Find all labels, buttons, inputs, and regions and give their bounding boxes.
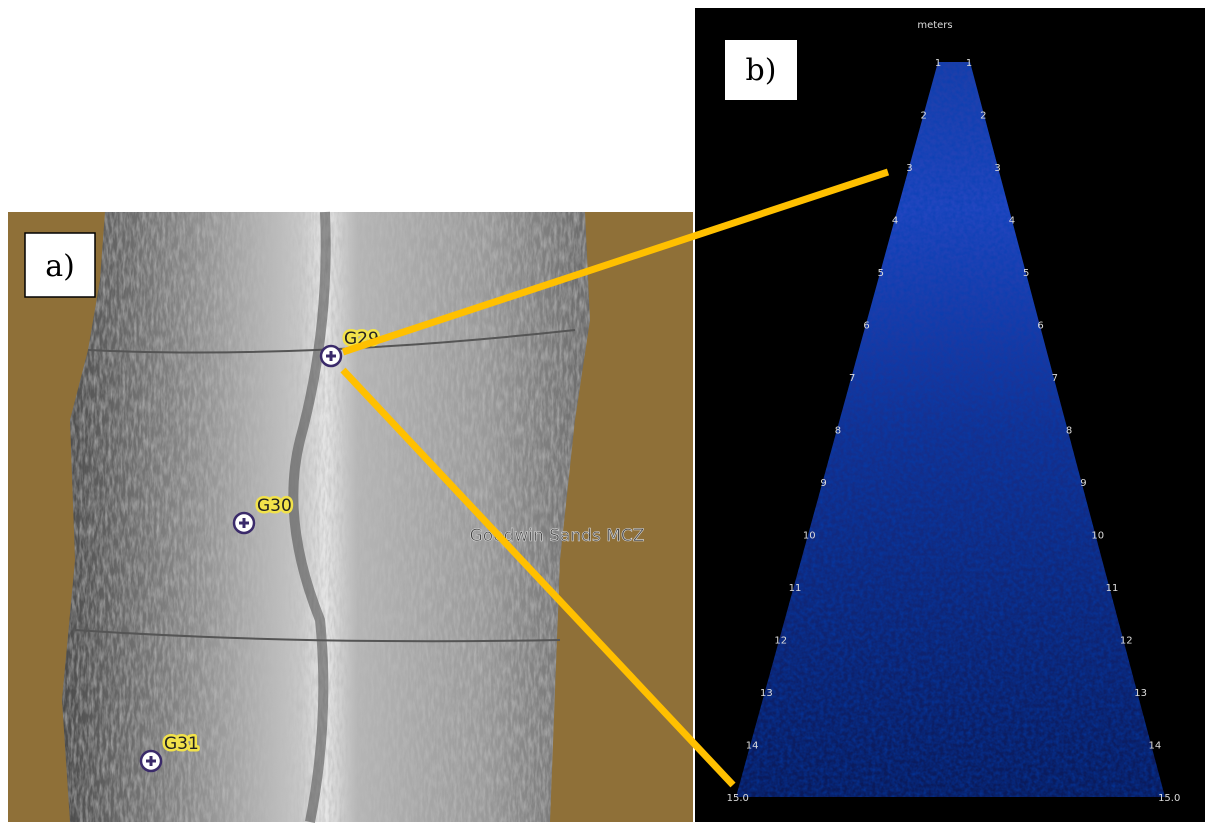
- panel-label: a): [45, 249, 75, 284]
- range-label-right: 12: [1120, 636, 1133, 647]
- range-label-left: 6: [863, 321, 869, 332]
- unit-label: meters: [917, 20, 952, 31]
- sonar-strip: [62, 212, 590, 822]
- range-label-left: 14: [746, 741, 759, 752]
- range-label-left: 13: [760, 688, 773, 699]
- range-label-right: 8: [1066, 426, 1072, 437]
- range-label-right: 10: [1091, 531, 1104, 542]
- range-label-right: 9: [1080, 478, 1086, 489]
- range-label-left: 10: [803, 531, 816, 542]
- range-label-right: 11: [1106, 583, 1119, 594]
- range-label-right: 6: [1037, 321, 1043, 332]
- range-label-left: 2: [921, 111, 927, 122]
- range-label-left: 4: [892, 216, 898, 227]
- range-label-left: 1: [935, 58, 941, 69]
- range-label-left: 5: [878, 268, 884, 279]
- range-label-right: 3: [994, 163, 1000, 174]
- range-label-left: 11: [789, 583, 802, 594]
- range-label-right: 13: [1134, 688, 1147, 699]
- range-label-left: 3: [906, 163, 912, 174]
- range-label-right: 1: [966, 58, 972, 69]
- range-label-left: 8: [835, 426, 841, 437]
- range-label-right: 5: [1023, 268, 1029, 279]
- range-label-left: 7: [849, 373, 855, 384]
- range-label-left: 15.0: [727, 793, 749, 804]
- range-label-right: 14: [1149, 741, 1162, 752]
- figure: a) Goodwin Sands MCZ G29G30G31 meters b)…: [0, 0, 1205, 824]
- panel-label: b): [746, 53, 777, 88]
- marker-label: G30: [257, 496, 292, 516]
- range-label-left: 12: [774, 636, 787, 647]
- range-label-right: 7: [1052, 373, 1058, 384]
- range-label-right: 15.0: [1158, 793, 1180, 804]
- range-label-right: 4: [1009, 216, 1015, 227]
- marker-label: G31: [164, 734, 199, 754]
- range-label-right: 2: [980, 111, 986, 122]
- range-label-left: 9: [820, 478, 826, 489]
